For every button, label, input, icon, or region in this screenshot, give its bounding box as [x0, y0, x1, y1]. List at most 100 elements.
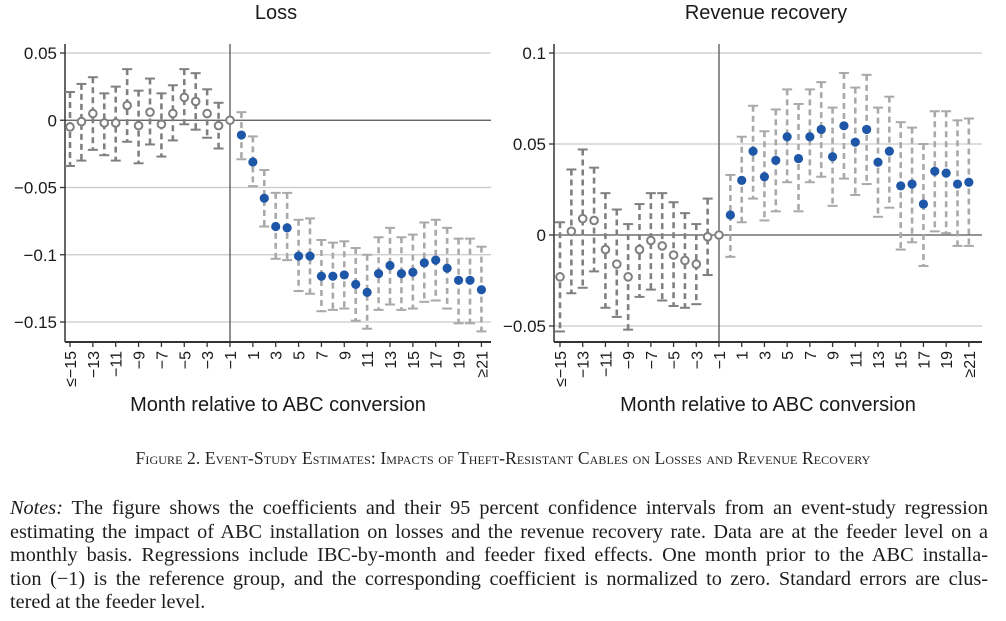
data-point-filled	[259, 193, 269, 203]
data-point-filled	[351, 279, 361, 289]
x-tick-label: 1	[246, 351, 263, 360]
x-tick-label: 9	[826, 351, 843, 360]
x-tick-label: −5	[177, 351, 194, 369]
data-point-filled	[805, 132, 815, 142]
x-tick-label: 11	[848, 351, 865, 368]
data-point-filled	[465, 275, 475, 285]
data-point-filled	[271, 221, 281, 232]
x-tick-label: −7	[154, 351, 171, 369]
data-point-filled	[748, 146, 758, 156]
x-tick-label: 13	[871, 351, 888, 369]
y-tick-label: 0.05	[513, 135, 546, 154]
y-tick-label: 0.05	[24, 44, 57, 63]
data-point-filled	[884, 146, 894, 156]
x-tick-label: −1	[223, 351, 240, 369]
data-point-hollow	[668, 250, 679, 260]
data-point-hollow	[702, 232, 713, 242]
data-point-filled	[827, 152, 838, 162]
data-point-filled	[941, 168, 951, 178]
notes-lead: Notes:	[10, 497, 63, 519]
data-point-filled	[850, 137, 860, 147]
data-point-filled	[952, 179, 963, 189]
data-point-filled	[305, 251, 315, 261]
data-point-hollow	[566, 226, 577, 237]
x-tick-label: 17	[916, 351, 933, 369]
notes-line-1: The figure shows the coefficients and th…	[62, 497, 988, 519]
x-tick-label: ≥21	[962, 351, 979, 378]
data-point-filled	[907, 179, 917, 189]
x-tick-label: −9	[132, 351, 149, 369]
x-axis-label: Month relative to ABC conversion	[130, 394, 426, 416]
data-point-filled	[396, 268, 407, 279]
notes-line-3: monthly basis. Regressions include IBC-b…	[10, 544, 988, 567]
chart-title: Revenue recovery	[685, 2, 847, 24]
data-point-filled	[385, 260, 395, 271]
data-point-hollow	[589, 215, 599, 226]
x-tick-label: −13	[576, 351, 593, 378]
data-point-hollow	[168, 108, 178, 119]
data-point-filled	[408, 267, 418, 277]
data-point-hollow	[611, 259, 622, 269]
x-tick-label: ≤−15	[553, 351, 570, 387]
x-tick-label: 11	[360, 351, 377, 368]
y-tick-label: −0.05	[503, 317, 546, 336]
data-point-filled	[759, 172, 770, 182]
data-point-filled	[453, 275, 464, 285]
x-tick-label: 19	[939, 351, 956, 369]
data-point-hollow	[122, 100, 132, 111]
data-point-filled	[816, 124, 826, 135]
data-point-filled	[930, 166, 940, 176]
x-tick-label: 15	[894, 351, 911, 369]
x-tick-label: 17	[429, 351, 446, 369]
x-tick-label: −9	[621, 351, 638, 369]
x-tick-label: 7	[314, 351, 331, 360]
x-tick-label: −3	[200, 351, 217, 369]
data-point-filled	[896, 181, 906, 191]
data-point-hollow	[76, 116, 87, 127]
x-tick-label: 15	[406, 351, 423, 369]
x-tick-label: 1	[735, 351, 752, 360]
x-tick-label: −11	[109, 351, 126, 377]
data-point-hollow	[202, 108, 212, 119]
data-point-filled	[248, 157, 258, 167]
data-point-filled	[725, 210, 735, 220]
data-point-filled	[362, 287, 372, 298]
data-point-filled	[316, 271, 327, 281]
data-point-filled	[293, 251, 304, 261]
data-point-filled	[793, 153, 804, 164]
data-point-hollow	[657, 241, 668, 251]
x-tick-label: −3	[689, 351, 706, 369]
data-point-hollow	[110, 118, 121, 128]
notes-line-4: tion (−1) is the reference group, and th…	[10, 567, 988, 590]
data-point-hollow	[714, 230, 724, 240]
y-tick-label: −0.15	[14, 313, 57, 332]
data-point-hollow	[179, 92, 190, 103]
y-tick-label: 0	[537, 226, 546, 245]
x-tick-label: ≥21	[474, 351, 491, 378]
data-point-filled	[236, 130, 247, 140]
x-tick-label: 13	[383, 351, 400, 369]
figure-notes: Notes: The figure shows the coefficients…	[10, 497, 988, 615]
x-tick-label: 5	[780, 351, 797, 360]
figure-caption: Figure 2. Event-Study Estimates: Impacts…	[135, 448, 871, 468]
data-point-filled	[476, 285, 487, 295]
data-point-filled	[328, 271, 338, 281]
x-tick-label: 9	[337, 351, 354, 360]
x-tick-label: −13	[86, 351, 103, 378]
data-point-filled	[918, 199, 929, 209]
data-point-filled	[873, 157, 883, 167]
x-tick-label: 3	[269, 351, 286, 360]
data-point-hollow	[65, 122, 75, 132]
data-point-filled	[442, 263, 452, 273]
notes-line-2: estimating the impact of ABC installatio…	[10, 520, 988, 543]
x-tick-label: −5	[667, 351, 684, 369]
x-tick-label: 3	[757, 351, 774, 360]
data-point-hollow	[145, 107, 155, 117]
data-point-filled	[839, 121, 849, 131]
y-tick-label: −0.05	[14, 179, 57, 198]
data-point-filled	[282, 223, 292, 233]
figure-charts: Loss 0.05 0 −0.05 −0.1 −0.15 ≤−15 −13 −11 −9 −7 −5−…	[14, 2, 982, 416]
y-tick-label: −0.1	[23, 246, 57, 265]
